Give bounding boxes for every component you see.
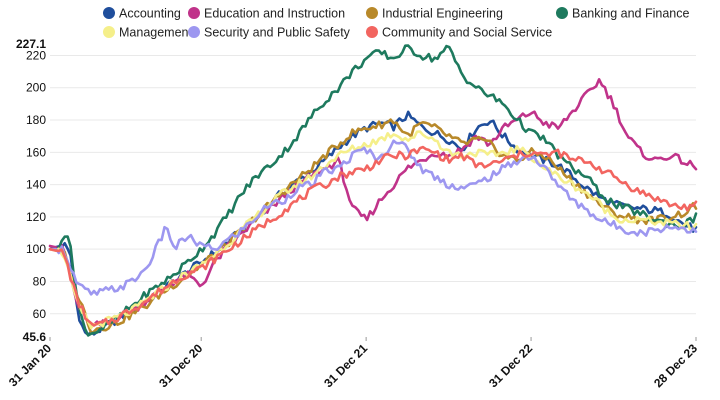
gridlines xyxy=(50,54,696,315)
legend-swatch xyxy=(103,26,115,38)
y-axis: 60 80 100 120 140 160 180 200 220 45.6 227.1 xyxy=(16,37,46,344)
legend-label: Banking and Finance xyxy=(572,7,689,21)
x-tick-label: 31 Jan 20 xyxy=(6,341,54,389)
y-tick-label: 140 xyxy=(26,178,46,192)
legend-item[interactable]: Industrial Engineering xyxy=(366,7,503,21)
legend-label: Industrial Engineering xyxy=(382,7,503,21)
y-tick-label: 220 xyxy=(26,48,46,62)
legend-item[interactable]: Banking and Finance xyxy=(556,7,689,21)
x-tick-label: 28 Dec 23 xyxy=(651,341,700,390)
y-min-label: 45.6 xyxy=(23,330,47,344)
legend-swatch xyxy=(188,7,200,19)
legend-label: Community and Social Service xyxy=(382,26,552,40)
x-tick-label: 31 Dec 22 xyxy=(486,341,535,390)
y-tick-label: 120 xyxy=(26,210,46,224)
y-tick-label: 200 xyxy=(26,81,46,95)
legend-swatch xyxy=(188,26,200,38)
y-tick-label: 180 xyxy=(26,113,46,127)
legend-swatch xyxy=(103,7,115,19)
x-tick-label: 31 Dec 21 xyxy=(321,341,370,390)
legend-label: Management xyxy=(119,26,192,40)
y-tick-label: 60 xyxy=(33,307,47,321)
legend-label: Education and Instruction xyxy=(204,7,345,21)
legend: Accounting Education and Instruction Indus… xyxy=(103,7,689,40)
y-tick-label: 100 xyxy=(26,242,46,256)
series-lines xyxy=(48,44,698,337)
legend-item[interactable]: Community and Social Service xyxy=(366,26,552,40)
legend-item[interactable]: Security and Public Safety xyxy=(188,26,351,40)
legend-swatch xyxy=(556,7,568,19)
legend-item[interactable]: Management xyxy=(103,26,192,40)
y-max-label: 227.1 xyxy=(16,37,46,51)
series-line-banking-and-finance xyxy=(48,44,698,337)
x-axis: 31 Jan 20 31 Dec 20 31 Dec 21 31 Dec 22 28 D… xyxy=(6,337,700,390)
legend-label: Accounting xyxy=(119,7,181,21)
series-line-management xyxy=(48,130,698,330)
legend-item[interactable]: Accounting xyxy=(103,7,181,21)
legend-label: Security and Public Safety xyxy=(204,26,351,40)
y-tick-label: 80 xyxy=(33,274,47,288)
x-tick-label: 31 Dec 20 xyxy=(156,341,205,390)
legend-swatch xyxy=(366,26,378,38)
series-line-security-and-public-safety xyxy=(48,139,698,296)
legend-swatch xyxy=(366,7,378,19)
legend-item[interactable]: Education and Instruction xyxy=(188,7,345,21)
y-tick-label: 160 xyxy=(26,145,46,159)
series-line-community-and-social-service xyxy=(48,145,698,327)
